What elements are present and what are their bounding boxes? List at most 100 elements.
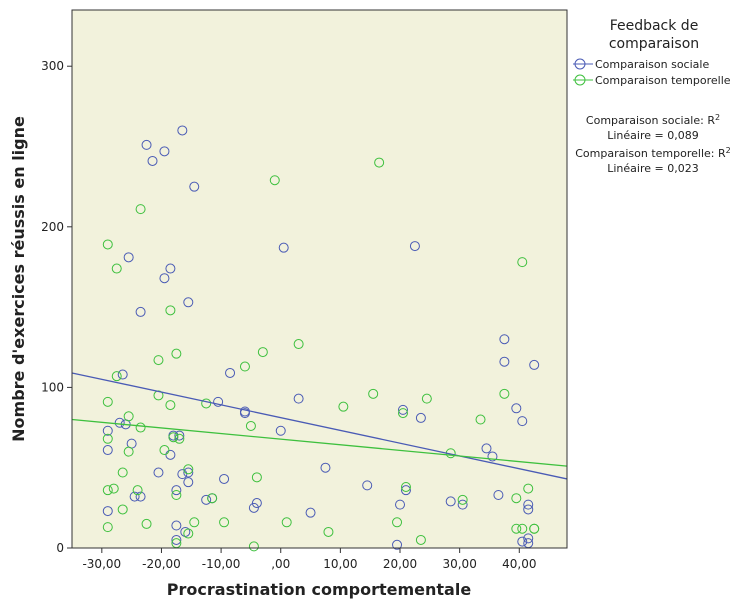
data-point	[132, 485, 143, 496]
data-point	[111, 263, 122, 274]
data-point	[171, 348, 182, 359]
data-point	[108, 483, 119, 494]
data-point	[102, 396, 113, 407]
data-point	[517, 523, 528, 534]
y-axis-ticks: 0 100 200 300	[41, 59, 72, 555]
data-point	[219, 473, 230, 484]
data-point	[159, 445, 170, 456]
data-point	[362, 480, 373, 491]
y-tick-label: 100	[41, 380, 64, 394]
data-point	[517, 257, 528, 268]
data-point	[159, 146, 170, 157]
data-point	[117, 369, 128, 380]
r2-annotation-line-1-sup: 2	[715, 113, 720, 122]
r2-annotation: Comparaison sociale: R2 Linéaire = 0,089…	[575, 113, 730, 176]
legend-label-comparaison-sociale: Comparaison sociale	[595, 58, 709, 71]
y-tick-label: 200	[41, 220, 64, 234]
data-point	[409, 241, 420, 252]
legend: Feedback de comparaison Comparaison soci…	[573, 18, 731, 87]
data-point	[171, 485, 182, 496]
x-tick-label: ,00	[271, 557, 290, 571]
r2-annotation-line-4: Linéaire = 0,023	[607, 162, 698, 175]
data-point	[517, 536, 528, 547]
legend-marker-comparaison-sociale	[574, 58, 586, 70]
r2-annotation-line-3: Comparaison temporelle: R2	[575, 146, 730, 161]
data-point	[511, 403, 522, 414]
data-point	[102, 425, 113, 436]
data-point	[257, 347, 268, 358]
data-point	[177, 125, 188, 136]
y-tick-label: 300	[41, 59, 64, 73]
data-point	[293, 393, 304, 404]
data-point	[511, 523, 522, 534]
x-tick-label: -20,00	[142, 557, 181, 571]
data-point	[165, 263, 176, 274]
data-point	[400, 485, 411, 496]
series-comparaison-temporelle	[102, 157, 540, 552]
r2-annotation-line-1-text: Comparaison sociale: R	[586, 114, 715, 127]
data-point	[305, 507, 316, 518]
data-point	[174, 430, 185, 441]
data-point	[248, 502, 259, 513]
x-axis-ticks: -30,00 -20,00 -10,00 ,00 10,00 20,00 30,00 40,0…	[82, 548, 536, 571]
data-point	[177, 469, 188, 480]
data-point	[225, 367, 236, 378]
data-point	[493, 490, 504, 501]
x-tick-label: 10,00	[323, 557, 357, 571]
data-point	[102, 522, 113, 533]
data-point	[400, 481, 411, 492]
data-point	[213, 396, 224, 407]
data-point	[457, 494, 468, 505]
data-point	[183, 467, 194, 478]
data-point	[102, 485, 113, 496]
data-point	[523, 483, 534, 494]
data-point	[102, 445, 113, 456]
data-point	[183, 464, 194, 475]
data-point	[219, 517, 230, 528]
data-point	[129, 491, 140, 502]
x-tick-label: -30,00	[82, 557, 121, 571]
plot-background	[72, 10, 567, 548]
data-point	[171, 490, 182, 501]
data-point	[487, 451, 498, 462]
data-point	[457, 499, 468, 510]
data-point	[168, 432, 179, 443]
data-point	[269, 175, 280, 186]
data-point	[135, 306, 146, 317]
data-point	[523, 499, 534, 510]
x-tick-label: 40,00	[502, 557, 536, 571]
data-point	[117, 504, 128, 515]
data-point	[415, 412, 426, 423]
data-point	[415, 534, 426, 545]
data-point	[281, 517, 292, 528]
data-point	[135, 491, 146, 502]
data-point	[153, 355, 164, 366]
legend-title-line1: Feedback de	[610, 18, 699, 34]
data-point	[529, 523, 540, 534]
y-tick-label: 0	[56, 541, 64, 555]
x-tick-label: -10,00	[202, 557, 241, 571]
r2-annotation-line-3-sup: 2	[726, 146, 731, 155]
series-comparaison-sociale	[102, 125, 540, 550]
data-point	[278, 242, 289, 253]
data-point	[102, 239, 113, 250]
data-point	[475, 414, 486, 425]
r2-annotation-line-3-text: Comparaison temporelle: R	[575, 147, 726, 160]
data-point	[141, 139, 152, 150]
data-point	[445, 496, 456, 507]
data-point	[248, 541, 259, 552]
data-point	[153, 467, 164, 478]
data-point	[123, 411, 134, 422]
data-point	[499, 334, 510, 345]
data-point	[481, 443, 492, 454]
r2-annotation-line-2: Linéaire = 0,089	[607, 129, 698, 142]
y-axis-title: Nombre d'exercices réussis en ligne	[9, 116, 28, 442]
data-point	[102, 506, 113, 517]
data-point	[529, 359, 540, 370]
data-point	[201, 398, 212, 409]
data-point	[117, 467, 128, 478]
data-point	[165, 305, 176, 316]
data-point	[397, 404, 408, 415]
data-point	[323, 526, 334, 537]
data-point	[320, 462, 331, 473]
